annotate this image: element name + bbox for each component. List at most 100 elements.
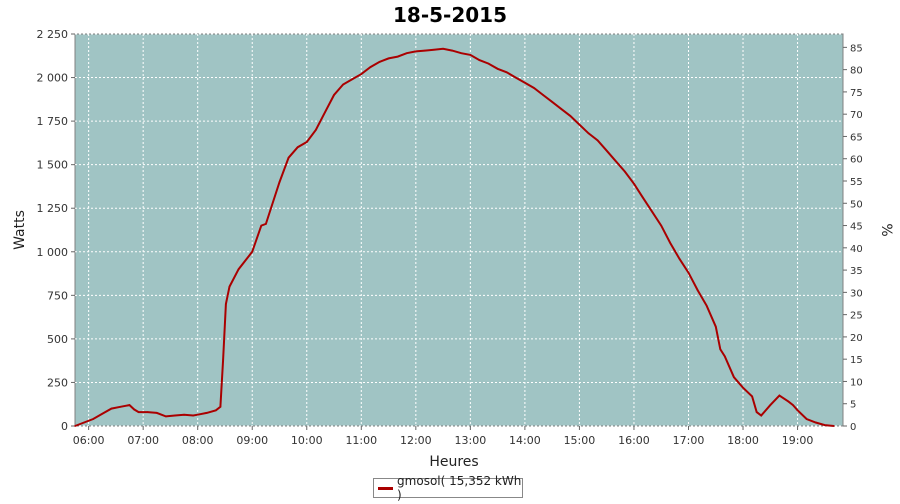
- data-point: [369, 66, 372, 68]
- data-point: [824, 424, 826, 426]
- data-point: [222, 358, 224, 361]
- data-point: [378, 61, 381, 63]
- data-point: [260, 224, 263, 227]
- y2-tick-label: 45: [850, 222, 863, 233]
- data-point: [133, 408, 135, 411]
- y2-tick-label: 80: [850, 66, 863, 77]
- y2-tick-label: 30: [850, 288, 863, 299]
- data-point: [614, 160, 617, 162]
- data-point: [451, 49, 453, 52]
- data-point: [796, 409, 799, 412]
- x-tick-label: 08:00: [182, 434, 214, 447]
- data-point: [119, 406, 122, 408]
- x-axis-ticks: 06:00 07:00 08:00 09:00 10:00 11:00 12:00 13:00…: [73, 426, 814, 447]
- data-point: [460, 52, 463, 54]
- data-point: [351, 78, 354, 81]
- data-point: [596, 139, 599, 142]
- data-point: [183, 413, 185, 416]
- data-point: [237, 268, 240, 271]
- y-tick-label: 250: [47, 376, 68, 389]
- chart-title: 18-5-2015: [393, 3, 507, 27]
- y-tick-label: 2 000: [37, 72, 69, 85]
- data-point: [551, 101, 553, 103]
- data-point: [719, 348, 722, 351]
- data-point: [642, 196, 644, 199]
- x-tick-label: 15:00: [564, 434, 596, 447]
- data-point: [505, 71, 508, 74]
- data-point: [755, 411, 758, 413]
- grid: [75, 33, 843, 427]
- data-point: [751, 395, 753, 398]
- data-point: [219, 406, 222, 408]
- x-tick-label: 19:00: [782, 434, 814, 447]
- legend: gmosol( 15,352 kWh ): [373, 474, 523, 502]
- data-point: [605, 149, 608, 152]
- data-point: [205, 412, 208, 414]
- legend-label: gmosol( 15,352 kWh ): [397, 474, 522, 502]
- data-point: [478, 59, 481, 61]
- data-point: [805, 418, 808, 420]
- x-tick-label: 12:00: [400, 434, 432, 447]
- series-line-gmosol: [74, 47, 834, 427]
- data-point: [333, 94, 335, 96]
- x-axis-label: Heures: [429, 454, 478, 470]
- x-tick-label: 17:00: [673, 434, 705, 447]
- data-point: [524, 81, 526, 84]
- data-point: [225, 303, 227, 305]
- data-point: [724, 355, 726, 358]
- data-point: [633, 183, 635, 185]
- data-point: [110, 407, 113, 410]
- x-tick-label: 10:00: [291, 434, 323, 447]
- legend-swatch: [378, 486, 394, 490]
- series-points: [74, 48, 835, 427]
- data-point: [251, 250, 254, 253]
- y2-tick-label: 35: [850, 266, 863, 277]
- y-tick-label: 1 000: [37, 246, 69, 259]
- data-point: [278, 181, 281, 183]
- data-point: [324, 111, 326, 114]
- x-tick-label: 13:00: [455, 434, 487, 447]
- data-point: [315, 129, 317, 131]
- data-point: [192, 414, 194, 417]
- y-tick-label: 1 750: [37, 115, 69, 128]
- y2-tick-label: 25: [850, 311, 863, 322]
- x-tick-label: 11:00: [345, 434, 377, 447]
- y2-tick-label: 60: [850, 155, 863, 166]
- data-point: [569, 115, 572, 117]
- data-point: [578, 123, 581, 126]
- data-point: [305, 141, 308, 143]
- data-point: [165, 415, 167, 418]
- data-point: [560, 108, 563, 110]
- data-point: [92, 418, 94, 420]
- y-tick-label: 0: [61, 420, 68, 433]
- y2-tick-label: 70: [850, 110, 863, 121]
- data-point: [487, 62, 490, 65]
- y-tick-label: 750: [47, 289, 68, 302]
- data-point: [155, 412, 158, 414]
- data-point: [128, 404, 131, 406]
- data-point: [678, 257, 681, 260]
- y2-tick-label: 5: [850, 400, 856, 411]
- data-point: [833, 425, 835, 427]
- y2-tick-label: 75: [850, 88, 863, 99]
- data-point: [296, 146, 299, 149]
- y-tick-label: 1 500: [37, 159, 69, 172]
- y2-tick-label: 40: [850, 244, 863, 255]
- y2-tick-label: 15: [850, 355, 863, 366]
- x-tick-label: 09:00: [236, 434, 268, 447]
- data-point: [696, 289, 699, 291]
- data-point: [742, 386, 744, 389]
- data-point: [74, 425, 76, 427]
- y-axis-label: Watts: [12, 210, 28, 250]
- data-point: [215, 409, 217, 412]
- data-point: [778, 394, 781, 397]
- data-point: [814, 421, 817, 424]
- y2-tick-label: 65: [850, 132, 863, 143]
- data-point: [228, 285, 231, 288]
- y-axis-ticks: 0 250 500 750 1 000 1 250 1 500 1 750 2 000 2 250: [37, 28, 75, 433]
- data-point: [265, 223, 267, 225]
- data-point: [624, 170, 626, 173]
- data-point: [714, 325, 717, 328]
- data-point: [469, 54, 472, 56]
